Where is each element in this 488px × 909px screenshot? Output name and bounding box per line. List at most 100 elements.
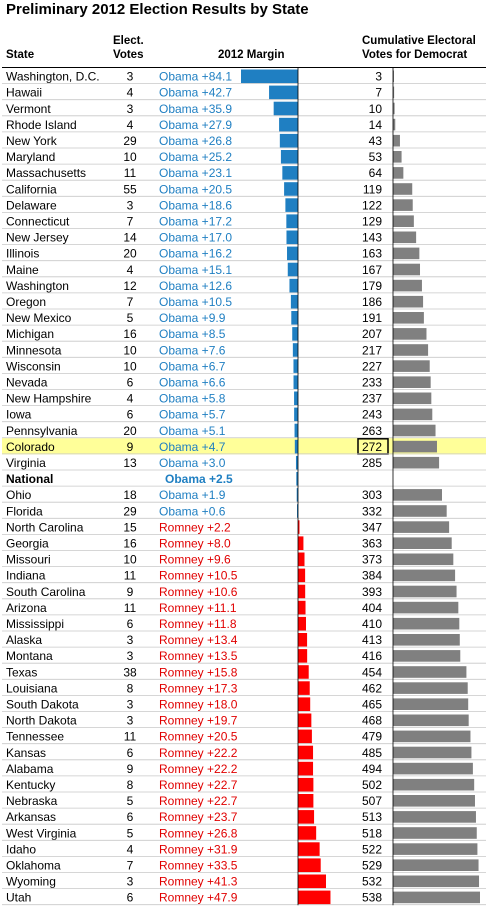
cumulative-bar-kentucky xyxy=(393,778,475,791)
cumulative-label-ohio: 303 xyxy=(362,488,382,502)
margin-label-national: Obama +2.5 xyxy=(165,472,233,486)
votes-label-south-carolina: 9 xyxy=(127,585,134,599)
cumulative-bar-mississippi xyxy=(393,617,460,630)
cumulative-label-iowa: 243 xyxy=(362,408,382,422)
state-label-maine: Maine xyxy=(6,263,39,277)
votes-label-north-carolina: 15 xyxy=(123,520,137,534)
margin-label-new-mexico: Obama +9.9 xyxy=(159,311,226,325)
cumulative-label-massachusetts: 64 xyxy=(369,166,383,180)
cumulative-bar-tennessee xyxy=(393,730,471,743)
state-label-alabama: Alabama xyxy=(6,762,54,776)
state-label-connecticut: Connecticut xyxy=(6,214,70,228)
state-label-montana: Montana xyxy=(6,649,53,663)
margin-bar-illinois xyxy=(287,246,298,261)
margin-label-minnesota: Obama +7.6 xyxy=(159,343,226,357)
margin-bar-louisiana xyxy=(298,681,310,695)
margin-column-header: 2012 Margin xyxy=(218,49,285,61)
cumulative-label-arkansas: 513 xyxy=(362,810,382,824)
margin-bar-delaware xyxy=(285,198,298,212)
cumulative-bar-maine xyxy=(393,263,421,276)
margin-label-florida: Obama +0.6 xyxy=(159,504,226,518)
margin-bar-arkansas xyxy=(298,810,315,824)
state-label-kansas: Kansas xyxy=(6,746,46,760)
margin-label-michigan: Obama +8.5 xyxy=(159,327,226,341)
margin-label-new-hampshire: Obama +5.8 xyxy=(159,392,226,406)
margin-label-washington: Obama +12.6 xyxy=(159,279,232,293)
margin-bar-tennessee xyxy=(298,729,312,744)
cumulative-bar-california xyxy=(393,183,413,195)
votes-label-wyoming: 3 xyxy=(127,875,134,889)
margin-label-louisiana: Romney +17.3 xyxy=(159,681,238,695)
margin-label-idaho: Romney +31.9 xyxy=(159,842,238,856)
margin-label-maryland: Obama +25.2 xyxy=(159,150,232,164)
votes-label-alaska: 3 xyxy=(127,633,134,647)
margin-bar-idaho xyxy=(298,842,320,856)
cumulative-label-louisiana: 462 xyxy=(362,681,382,695)
cumulative-label-colorado: 272 xyxy=(362,440,382,454)
margin-bar-montana xyxy=(298,649,308,663)
cumulative-label-nevada: 233 xyxy=(362,375,382,389)
cumulative-label-washington: 179 xyxy=(362,279,382,293)
cumulative-label-utah: 538 xyxy=(362,891,382,905)
state-label-north-carolina: North Carolina xyxy=(6,520,84,534)
votes-column-header-line2: Votes xyxy=(113,49,144,61)
margin-bar-new-mexico xyxy=(291,311,298,325)
state-label-texas: Texas xyxy=(6,665,37,679)
votes-label-oklahoma: 7 xyxy=(127,858,134,872)
votes-label-nevada: 6 xyxy=(127,375,134,389)
cumulative-bar-louisiana xyxy=(393,682,468,694)
margin-bar-indiana xyxy=(298,568,306,583)
cumulative-label-mississippi: 410 xyxy=(362,617,382,631)
cumulative-bar-alabama xyxy=(393,762,473,775)
margin-bar-colorado xyxy=(294,439,298,454)
margin-bar-north-dakota xyxy=(298,713,312,728)
margin-bar-iowa xyxy=(294,407,298,422)
margin-bar-arizona xyxy=(298,600,306,615)
cumulative-label-delaware: 122 xyxy=(362,198,382,212)
state-label-utah: Utah xyxy=(6,891,31,905)
cumulative-label-new-york: 43 xyxy=(369,134,383,148)
state-label-florida: Florida xyxy=(6,504,43,518)
margin-label-maine: Obama +15.1 xyxy=(159,263,232,277)
cumulative-label-new-jersey: 143 xyxy=(362,231,382,245)
cumulative-label-tennessee: 479 xyxy=(362,730,382,744)
cumulative-bar-arkansas xyxy=(393,811,476,823)
margin-label-oklahoma: Romney +33.5 xyxy=(159,858,238,872)
cumulative-bar-wisconsin xyxy=(393,360,430,372)
margin-label-colorado: Obama +4.7 xyxy=(159,440,226,454)
state-label-indiana: Indiana xyxy=(6,569,46,583)
cumulative-label-rhode-island: 14 xyxy=(369,118,383,132)
cumulative-bar-new-mexico xyxy=(393,312,424,324)
cumulative-label-oregon: 186 xyxy=(362,295,382,309)
state-column-header: State xyxy=(6,49,35,61)
margin-bar-south-dakota xyxy=(298,697,311,711)
margin-label-california: Obama +20.5 xyxy=(159,182,232,196)
votes-label-north-dakota: 3 xyxy=(127,714,134,728)
cumulative-label-north-dakota: 468 xyxy=(362,714,382,728)
state-label-nebraska: Nebraska xyxy=(6,794,58,808)
margin-bar-missouri xyxy=(298,552,305,567)
votes-label-south-dakota: 3 xyxy=(127,697,134,711)
cumulative-label-kansas: 485 xyxy=(362,746,382,760)
votes-label-vermont: 3 xyxy=(127,102,134,116)
margin-bar-alaska xyxy=(298,633,308,647)
cumulative-bar-nevada xyxy=(393,376,431,388)
cumulative-label-idaho: 522 xyxy=(362,842,382,856)
cumulative-bar-pennsylvania xyxy=(393,424,436,437)
state-label-oklahoma: Oklahoma xyxy=(6,858,61,872)
margin-label-new-york: Obama +26.8 xyxy=(159,134,232,148)
margin-bar-michigan xyxy=(292,327,298,341)
votes-label-wisconsin: 10 xyxy=(123,359,137,373)
state-label-south-dakota: South Dakota xyxy=(6,697,79,711)
state-label-california: California xyxy=(6,182,57,196)
state-label-maryland: Maryland xyxy=(6,150,55,164)
votes-label-kansas: 6 xyxy=(127,746,134,760)
cumulative-bar-oklahoma xyxy=(393,859,479,871)
margin-bar-maine xyxy=(287,262,298,277)
margin-bar-florida xyxy=(297,504,298,518)
state-label-colorado: Colorado xyxy=(6,440,55,454)
cumulative-bar-wyoming xyxy=(393,875,480,888)
cumulative-label-virginia: 285 xyxy=(362,456,382,470)
margin-bar-maryland xyxy=(280,150,298,164)
cumulative-bar-new-jersey xyxy=(393,231,417,244)
